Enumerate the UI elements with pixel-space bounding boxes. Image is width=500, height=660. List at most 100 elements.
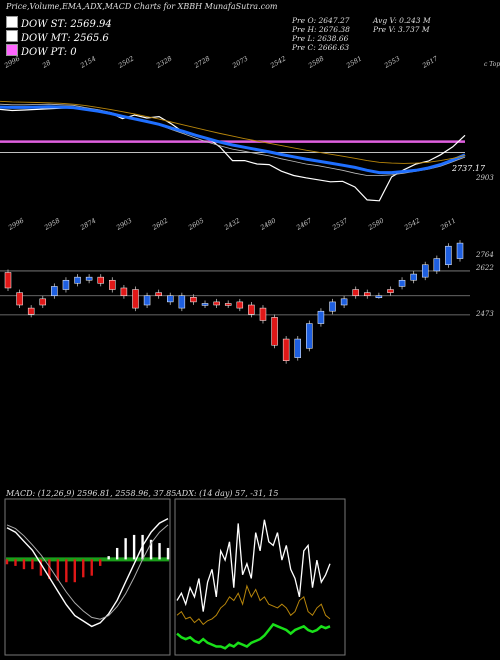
adx-line [176,622,331,650]
candle-down [224,303,232,306]
ema-top-tick-label: 28 [40,59,52,71]
legend-label: DOW ST: 2569.94 [21,19,112,30]
ema-top-tick-label: 2154 [78,55,97,71]
ema-top-tick-label: 2617 [420,54,440,70]
ema-bottom-tick-label: 2467 [294,216,314,232]
legend-dow-st: DOW ST: 2569.94 [6,16,112,30]
ema-bottom-tick-label: 2542 [402,217,421,233]
ema-top-tick-label: 2502 [116,55,135,71]
legend-swatch-icon [6,16,18,28]
ema-bottom-tick-label: 2958 [42,217,61,233]
macd-line [6,517,169,628]
legend-dow-mt: DOW MT: 2565.6 [6,30,109,44]
candle-up [456,242,464,259]
candle-up [143,295,151,306]
candle-down [109,279,116,290]
adx-chart [174,498,346,656]
macd-zero-band [6,557,169,562]
legend-swatch-icon [6,44,18,56]
chart-title: Price,Volume,EMA,ADX,MACD Charts for XBB… [6,2,278,11]
ema-bottom-tick-label: 2602 [150,217,169,233]
stat-pre-close: Pre C: 2666.63 [292,43,350,52]
price-right-label: 2473 [475,310,494,318]
candle-up [433,258,441,272]
stat-avg-volume: Avg V: 0.243 M [373,16,431,25]
ema-chart: 2996 28 2154 2502 2328 2728 2073 2542 2588 2581 25… [0,54,500,232]
stat-pre-low: Pre L: 2638.66 [292,34,349,43]
candle-down [155,292,162,296]
candle-up [445,245,452,266]
candle-up [294,338,301,358]
stat-pre-high: Pre H: 2676.38 [292,25,350,34]
price-chart: 2764 2622 2473 [0,240,494,364]
legend-label: DOW PT: 0 [21,47,77,58]
macd-header: MACD: (12,26,9) 2596.81, 2558.96, 37.85 [5,489,176,498]
macd-chart [4,498,171,656]
candle-up [398,279,406,287]
ema-top-tick-label: 2073 [230,55,249,71]
candle-down [213,301,220,306]
candle-up [201,303,209,306]
candle-up [167,295,174,303]
ema-corner-label: c Topa [484,61,500,68]
ema-top-tick-label: 2542 [268,55,287,71]
candle-up [178,295,186,309]
candle-up [410,273,417,281]
ema-right-label: 2903 [475,174,494,182]
ema-top-tick-label: 2728 [192,55,211,71]
candle-up [317,310,325,324]
candle-down [132,289,139,309]
candle-up [51,286,58,296]
ema-top-tick-label: 2996 [2,55,21,71]
price-right-label: 2764 [475,251,494,259]
ema-top-tick-label: 2581 [344,55,363,71]
ema-bottom-tick-label: 2996 [6,217,25,233]
candle-down [364,292,371,296]
adx-di-plus-line [176,519,331,612]
legend-label: DOW MT: 2565.6 [21,33,109,44]
adx-di-minus-line [176,584,331,626]
candle-up [329,301,336,312]
ema-series-line [0,100,466,164]
candle-down [282,338,290,361]
stat-pre-volume: Pre V: 3.737 M [373,25,430,34]
candle-up [340,298,348,306]
candle-up [421,264,429,278]
ema-series-line [0,105,466,175]
candle-up [375,295,383,298]
candle-down [39,298,47,306]
candle-down [27,307,35,315]
candle-up [85,276,93,281]
candle-up [62,279,70,290]
candle-down [4,272,12,289]
candle-down [248,304,255,315]
candle-up [74,276,81,284]
ema-bottom-tick-label: 2580 [366,217,385,233]
candle-down [387,289,394,293]
ema-top-tick-label: 2328 [154,55,173,71]
candle-down [120,287,128,296]
candle-down [259,307,267,321]
ema-bottom-tick-label: 2480 [258,217,277,233]
candle-down [97,276,104,284]
legend-dow-pt: DOW PT: 0 [6,44,77,58]
ema-right-label: 2737.17 [451,164,486,173]
ema-series-line [0,103,466,176]
macd-signal-line [6,524,169,620]
ema-bottom-tick-label: 2537 [330,216,350,232]
ema-top-tick-label: 2553 [382,55,401,71]
ema-bottom-tick-label: 2432 [222,217,241,233]
ema-top-tick-label: 2588 [306,55,325,71]
ema-bottom-tick-label: 2605 [186,217,205,233]
candle-down [236,301,244,309]
price-right-label: 2622 [475,264,494,272]
ema-bottom-tick-label: 2611 [438,217,457,233]
candle-down [352,289,359,296]
candle-down [190,297,197,303]
macd-panel-frame [4,498,171,656]
legend-swatch-icon [6,30,18,42]
ema-series-line [0,106,466,202]
adx-panel-frame [174,498,346,656]
candle-down [271,317,278,346]
